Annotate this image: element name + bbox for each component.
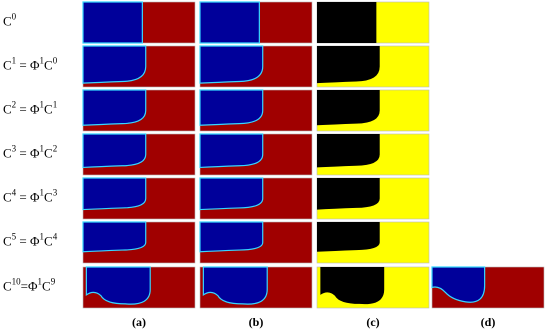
label-superscript: 3 [53, 188, 58, 198]
label-text: = Φ [16, 145, 40, 160]
panel-region [317, 46, 380, 84]
label-text: C [3, 57, 12, 72]
label-text: C [44, 101, 53, 116]
label-text: C [42, 278, 51, 293]
label-superscript: 1 [40, 188, 45, 198]
panel-region [199, 45, 264, 84]
panel-region [199, 177, 264, 211]
panel-region [320, 267, 385, 305]
panel-region [317, 134, 380, 168]
label-text: C [44, 233, 53, 248]
label-superscript: 1 [40, 144, 45, 154]
panel-region [82, 89, 147, 126]
panel-region [317, 222, 380, 252]
panel-region [317, 90, 380, 126]
label-superscript: 1 [38, 277, 43, 287]
label-superscript: 10 [12, 277, 22, 287]
panel-region [431, 266, 486, 303]
label-superscript: 2 [53, 144, 58, 154]
label-superscript: 1 [40, 232, 45, 242]
panel-region [317, 2, 377, 43]
label-text: C [3, 13, 12, 28]
row-label: C4 = Φ1C3 [3, 188, 58, 205]
panel-region [85, 266, 151, 305]
row-label: C0 [3, 12, 17, 29]
label-text: = Φ [16, 57, 40, 72]
label-text: C [3, 233, 12, 248]
label-text: C [3, 278, 12, 293]
label-text: C [44, 145, 53, 160]
row-label: C3 = Φ1C2 [3, 144, 57, 161]
label-text: = Φ [16, 101, 40, 116]
label-superscript: 0 [12, 12, 17, 22]
label-superscript: 5 [12, 232, 17, 242]
row-label: C5 = Φ1C4 [3, 232, 58, 249]
panel-region [199, 133, 264, 169]
label-text: =Φ [21, 278, 38, 293]
panel-region [82, 1, 143, 44]
label-text: = Φ [16, 233, 40, 248]
label-text: C [3, 189, 12, 204]
row-label: C10=Φ1C9 [3, 277, 56, 294]
panel-region [317, 178, 380, 210]
panel-region [199, 89, 264, 126]
row-label: C1 = Φ1C0 [3, 56, 58, 73]
row-label: C2 = Φ1C1 [3, 100, 57, 117]
panel-region [82, 221, 147, 253]
label-text: C [3, 101, 12, 116]
col-label: (d) [481, 315, 496, 329]
label-superscript: 4 [53, 232, 58, 242]
label-superscript: 1 [40, 100, 45, 110]
panel-region [199, 1, 260, 44]
label-text: C [3, 145, 12, 160]
label-superscript: 9 [51, 277, 56, 287]
panel-region [82, 177, 147, 211]
label-superscript: 1 [12, 56, 17, 66]
panel-region [82, 133, 147, 169]
panel-region [202, 266, 268, 305]
panel-region [199, 221, 264, 253]
col-label: (a) [132, 315, 146, 329]
label-superscript: 4 [12, 188, 17, 198]
label-superscript: 2 [12, 100, 17, 110]
label-text: = Φ [16, 189, 40, 204]
col-label: (c) [366, 315, 379, 329]
label-superscript: 0 [53, 56, 58, 66]
panel-region [82, 45, 147, 84]
label-text: C [44, 189, 53, 204]
col-label: (b) [249, 315, 264, 329]
label-text: C [44, 57, 53, 72]
label-superscript: 3 [12, 144, 17, 154]
label-superscript: 1 [40, 56, 45, 66]
label-superscript: 1 [53, 100, 58, 110]
